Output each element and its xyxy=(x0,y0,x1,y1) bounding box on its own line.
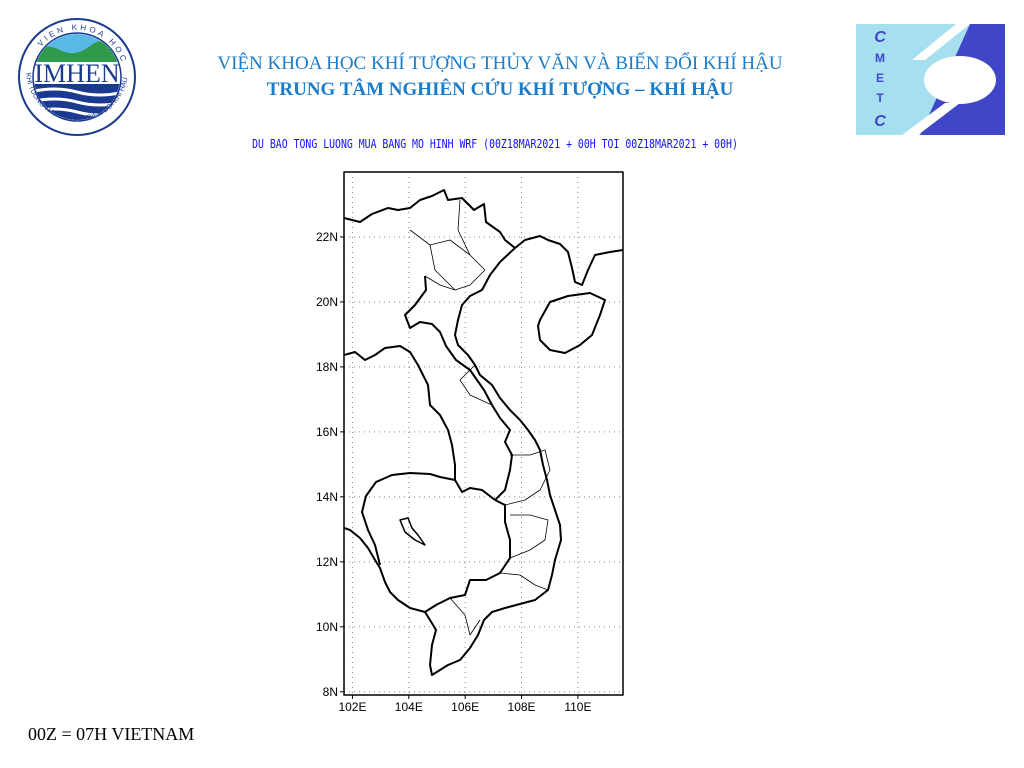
map-title: DU BAO TONG LUONG MUA BANG MO HINH WRF (… xyxy=(252,137,738,151)
lat-tick-label: 22N xyxy=(316,230,338,244)
province-lines xyxy=(499,572,549,591)
lat-tick-label: 20N xyxy=(316,295,338,309)
svg-text:E: E xyxy=(876,71,884,85)
vietnam-coast xyxy=(424,261,562,676)
land-boundaries xyxy=(343,171,624,696)
institute-title: VIỆN KHOA HỌC KHÍ TƯỢNG THỦY VĂN VÀ BIẾN… xyxy=(217,53,783,74)
svg-text:M: M xyxy=(875,51,885,65)
timezone-note: 00Z = 07H VIETNAM xyxy=(28,724,195,744)
laos-cambodia-border xyxy=(454,479,496,501)
center-title: TRUNG TÂM NGHIÊN CỨU KHÍ TƯỢNG – KHÍ HẬU xyxy=(266,79,734,100)
lon-tick-label: 104E xyxy=(395,700,423,714)
lat-tick-label: 14N xyxy=(316,490,338,504)
hainan-island xyxy=(537,292,606,354)
svg-text:C: C xyxy=(874,113,886,130)
cambodia-thailand-border xyxy=(361,472,456,566)
province-lines xyxy=(429,244,456,291)
lat-tick-label: 12N xyxy=(316,555,338,569)
lon-tick-label: 106E xyxy=(451,700,479,714)
tonle-sap-lake xyxy=(399,517,426,546)
vietnam-cambodia-border xyxy=(424,499,511,613)
province-lines xyxy=(409,229,486,291)
map-grid xyxy=(344,172,623,695)
imhen-logo-text: IMHEN xyxy=(34,59,119,88)
vietnam-laos-border xyxy=(404,275,513,501)
imhen-logo: IMHEN VIEN KHOA HOC KHI TUONG THUY VAN V… xyxy=(18,18,136,136)
laos-thailand-border xyxy=(344,345,456,480)
lat-tick-label: 8N xyxy=(323,685,338,699)
svg-text:T: T xyxy=(876,91,884,105)
cambodia-thailand-coast xyxy=(344,527,426,613)
svg-text:C: C xyxy=(874,29,886,46)
axis-ticks: 102E 104E 106E 108E 110E 8N 10N 12N 14N 16N 18N 20N… xyxy=(316,230,591,714)
lat-tick-label: 10N xyxy=(316,620,338,634)
china-vietnam-border xyxy=(344,189,516,249)
province-lines xyxy=(449,597,481,636)
lon-tick-label: 108E xyxy=(508,700,536,714)
province-lines xyxy=(459,364,493,406)
lon-tick-label: 110E xyxy=(564,700,591,714)
province-lines xyxy=(504,449,551,506)
province-lines xyxy=(457,199,471,256)
china-coast xyxy=(499,235,623,286)
map-frame xyxy=(343,171,624,696)
lat-tick-label: 18N xyxy=(316,360,338,374)
cmetc-logo: C M E T C xyxy=(856,24,1005,135)
province-lines xyxy=(509,514,549,559)
lon-tick-label: 102E xyxy=(338,700,366,714)
lat-tick-label: 16N xyxy=(316,425,338,439)
